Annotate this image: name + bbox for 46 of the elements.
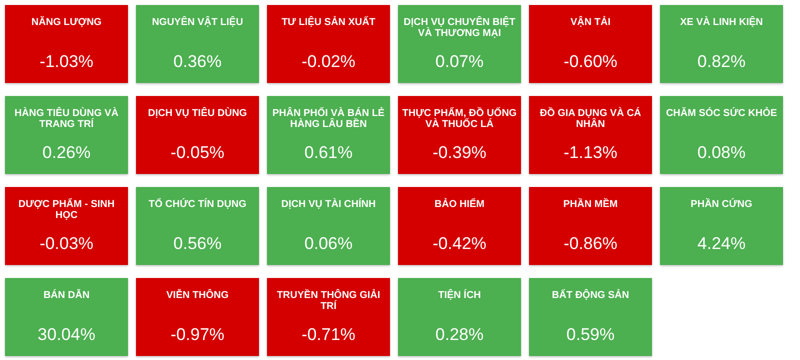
- data-label: 0.26%: [41, 143, 92, 163]
- category-label: TRUYỀN THÔNG GIẢI TRÍ: [276, 290, 382, 312]
- category-label: ĐỒ GIA DỤNG VÀ CÁ NHÂN: [538, 108, 642, 130]
- category-label: VẬN TẢI: [570, 17, 612, 28]
- category-label: BÁN DẪN: [42, 290, 91, 301]
- data-label: 4.24%: [696, 234, 747, 254]
- category-label: THỰC PHẨM, ĐỒ UỐNG VÀ THUỐC LÁ: [402, 108, 517, 130]
- data-label: 0.61%: [303, 143, 354, 163]
- category-label: TIỆN ÍCH: [437, 290, 482, 301]
- category-label: DỊCH VỤ TÀI CHÍNH: [280, 199, 377, 210]
- category-label: TỔ CHỨC TÍN DỤNG: [148, 199, 248, 210]
- category-label: CHĂM SÓC SỨC KHỎE: [664, 108, 778, 119]
- category-label: BẤT ĐỘNG SẢN: [550, 290, 630, 301]
- data-label: 0.08%: [696, 143, 747, 163]
- data-label: -0.03%: [38, 234, 94, 254]
- category-label: NGUYÊN VẬT LIỆU: [150, 17, 244, 28]
- category-label: NĂNG LƯỢNG: [30, 17, 103, 28]
- category-label: XE VÀ LINH KIỆN: [679, 17, 764, 28]
- data-label: -0.97%: [170, 325, 226, 345]
- data-label: -1.03%: [38, 52, 94, 72]
- category-label: BẢO HIỂM: [434, 199, 486, 210]
- data-label: -0.39%: [432, 143, 488, 163]
- category-label: PHẦN MỀM: [562, 199, 619, 210]
- data-label: -1.13%: [562, 143, 618, 163]
- data-label: -0.42%: [432, 234, 488, 254]
- category-label: DỊCH VỤ CHUYÊN BIỆT VÀ THƯƠNG MẠI: [402, 17, 516, 39]
- category-label: TƯ LIỆU SẢN XUẤT: [280, 17, 376, 28]
- category-label: HÀNG TIÊU DÙNG VÀ TRANG TRÍ: [14, 108, 120, 130]
- category-label: DƯỢC PHẨM - SINH HỌC: [17, 199, 116, 221]
- data-label: 0.28%: [434, 325, 485, 345]
- data-label: 0.82%: [696, 52, 747, 72]
- category-label: DỊCH VỤ TIÊU DÙNG: [147, 108, 248, 119]
- data-label: 0.56%: [172, 234, 223, 254]
- data-label: 0.07%: [434, 52, 485, 72]
- data-label: 0.59%: [565, 325, 616, 345]
- data-label: -0.71%: [300, 325, 356, 345]
- data-label: -0.02%: [300, 52, 356, 72]
- category-label: VIỄN THÔNG: [165, 290, 230, 301]
- data-label: 0.36%: [172, 52, 223, 72]
- data-label: 0.06%: [303, 234, 354, 254]
- data-label: -0.86%: [562, 234, 618, 254]
- category-label: PHẦN CỨNG: [690, 199, 754, 210]
- data-label: 30.04%: [36, 325, 96, 345]
- data-label: -0.05%: [170, 143, 226, 163]
- category-label: PHÂN PHỐI VÀ BÁN LẺ HÀNG LÂU BỀN: [271, 108, 386, 130]
- data-label: -0.60%: [562, 52, 618, 72]
